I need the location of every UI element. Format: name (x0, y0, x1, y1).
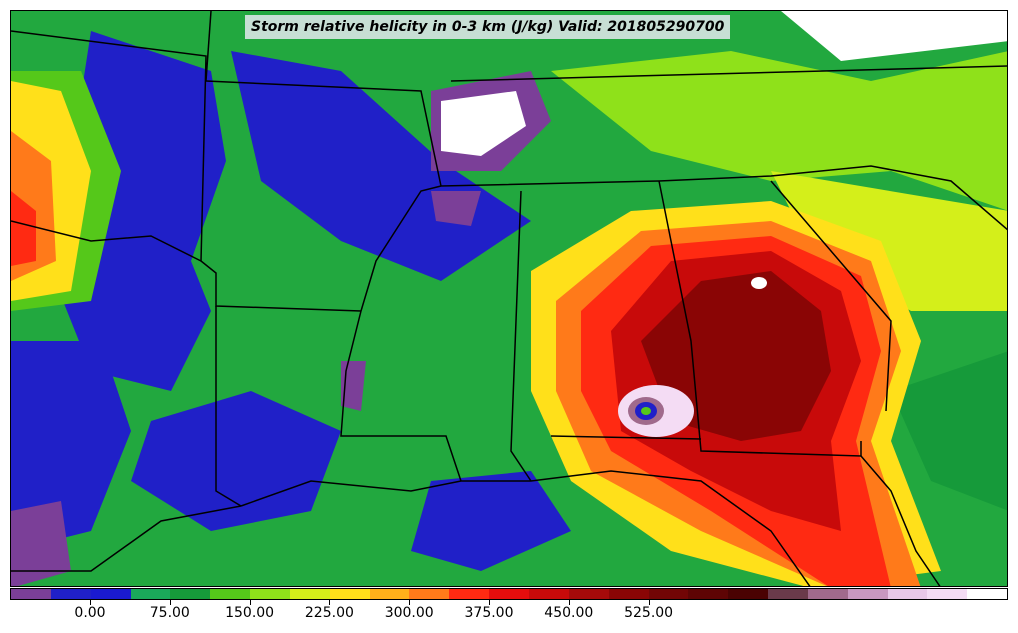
coast-florida-atlantic (860, 455, 941, 586)
patch-purple-central (431, 191, 481, 226)
colorbar-segment (50, 589, 91, 599)
colorbar-tick-mark (329, 600, 331, 605)
field-blue-offshore (411, 471, 571, 571)
colorbar-segment (688, 589, 729, 599)
field-green-atlantic (891, 351, 1007, 511)
helicity-map (11, 11, 1007, 586)
colorbar-segment (768, 589, 808, 599)
colorbar-segment (608, 589, 649, 599)
colorbar-segment (489, 589, 529, 599)
boundary-ky-tn-north (450, 65, 1007, 82)
field-red-west (11, 191, 36, 266)
colorbar-tick-label: 525.00 (624, 605, 674, 621)
colorbar-segment (289, 589, 330, 599)
boundary-ga-sc (770, 180, 892, 412)
map-title: Storm relative helicity in 0-3 km (J/kg)… (251, 19, 725, 35)
boundary-red-river (11, 220, 202, 262)
boundary-ks-mo (205, 11, 212, 82)
colorbar-segment (967, 589, 1008, 599)
coast-gulf (240, 470, 811, 586)
boundary-la-ms (340, 310, 462, 482)
colorbar-tick-label: 450.00 (544, 605, 594, 621)
field-blue-texas (11, 341, 131, 551)
state-boundaries (11, 11, 1007, 586)
boundary-fl-panhandle (550, 435, 702, 440)
colorbar-segment (369, 589, 410, 599)
colorbar-tick-label: 375.00 (464, 605, 514, 621)
colorbar-tick-mark (90, 600, 91, 605)
colorbar-segment (250, 589, 290, 599)
boundary-mo-ar-tn (205, 80, 660, 187)
colorbar-segment (847, 589, 888, 599)
colorbar-segment (409, 589, 450, 599)
colorbar (10, 588, 1008, 600)
colorbar-segment (449, 589, 490, 599)
hotspot-white (751, 277, 767, 289)
colorbar-tick-label: 300.00 (384, 605, 434, 621)
colorbar-segment (568, 589, 609, 599)
colorbar-tick-mark (169, 600, 171, 605)
colorbar-tick-label: 0.00 (74, 605, 106, 621)
patch-white-northeast (781, 11, 1007, 61)
colorbar-tick-label: 225.00 (304, 605, 354, 621)
colorbar-tick-mark (568, 600, 570, 605)
colorbar-segment (528, 589, 569, 599)
storm-eye-center (641, 407, 651, 415)
colorbar-tick-label: 150.00 (225, 605, 275, 621)
patch-white-north (441, 91, 526, 156)
coast-texas (11, 505, 242, 572)
colorbar-segment (927, 589, 968, 599)
colorbar-tick-mark (489, 600, 490, 605)
boundary-ok-ar (11, 30, 362, 312)
colorbar-tick-label: 75.00 (149, 605, 190, 621)
colorbar-segment (329, 589, 370, 599)
boundary-al-ga-fl (658, 180, 862, 457)
colorbar-segment (807, 589, 848, 599)
patch-purple-la (341, 361, 366, 411)
colorbar-segment (170, 589, 211, 599)
colorbar-segment (130, 589, 171, 599)
map-title-box: Storm relative helicity in 0-3 km (J/kg)… (245, 15, 731, 39)
boundary-tn-nc (658, 165, 1007, 231)
map-panel (10, 10, 1008, 587)
colorbar-ticks: 0.00 75.00 150.00 225.00 300.00 375.00 450.00 5… (0, 600, 1018, 630)
field-blue-gulf (131, 391, 341, 531)
boundary-tx-la (215, 306, 242, 507)
colorbar-segment (648, 589, 689, 599)
boundary-mississippi-river-north (360, 185, 442, 312)
colorbar-segment (887, 589, 928, 599)
colorbar-tick-mark (249, 600, 251, 605)
field-yellow-carolinas (771, 171, 1007, 311)
colorbar-tick-mark (409, 600, 411, 605)
colorbar-segment (728, 589, 769, 599)
boundary-ms-al (510, 190, 532, 482)
colorbar-segment (210, 589, 251, 599)
colorbar-tick-mark (648, 600, 650, 605)
patch-purple-sw (11, 501, 71, 586)
colorbar-segment (90, 589, 131, 599)
colorbar-segment (11, 589, 51, 599)
